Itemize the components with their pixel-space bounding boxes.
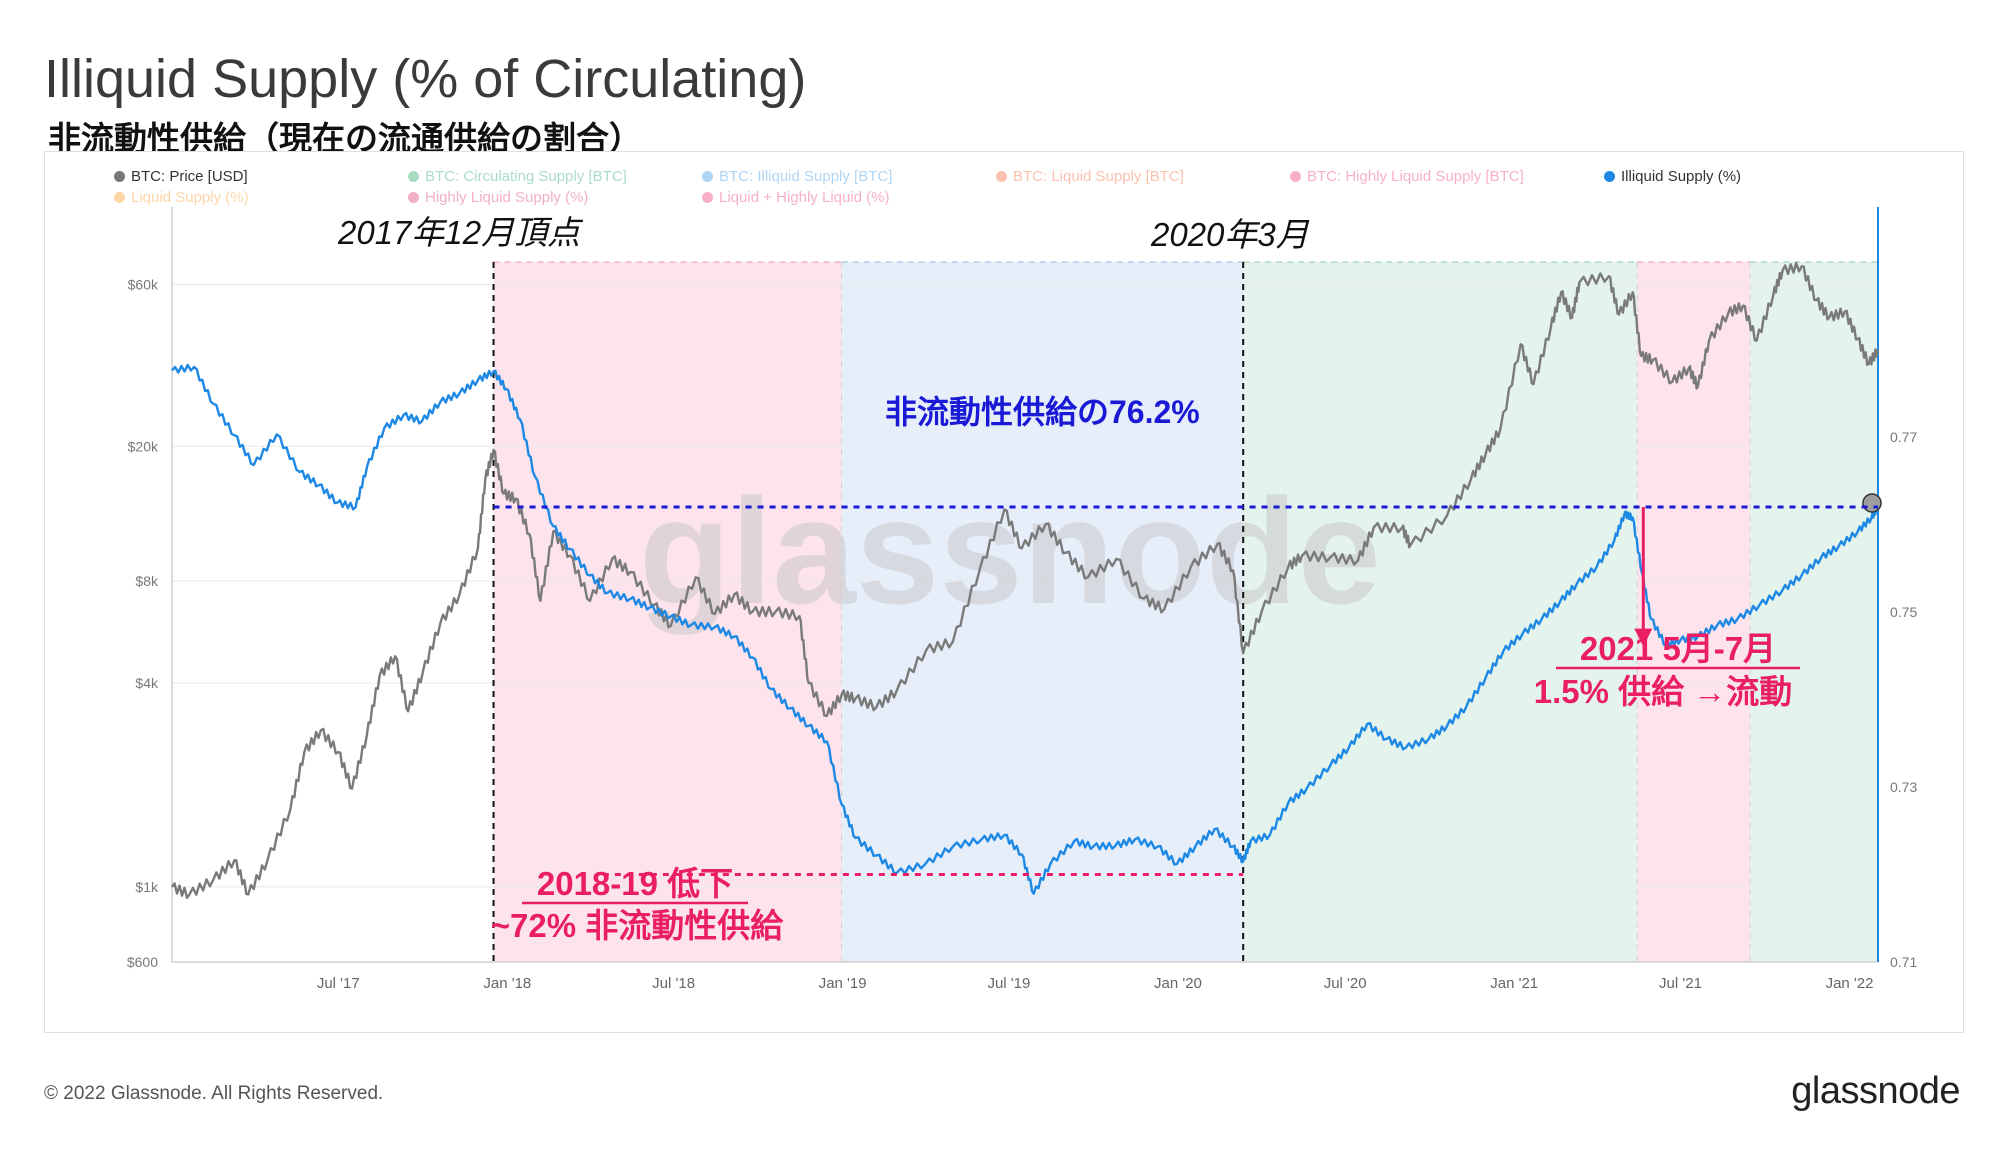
annotation-low-line2: ~72% 非流動性供給 bbox=[491, 907, 784, 944]
legend-item-highly-liquid-supply-btc[interactable]: BTC: Highly Liquid Supply [BTC] bbox=[1290, 168, 1524, 185]
x-tick-label: Jul '19 bbox=[987, 975, 1030, 992]
footer-brand-logo: glassnode bbox=[1791, 1070, 1960, 1112]
y-left-tick-label: $600 bbox=[127, 954, 158, 970]
legend-label: Illiquid Supply (%) bbox=[1621, 168, 1742, 185]
y-left-tick-label: $60k bbox=[128, 277, 159, 293]
annotations: 2017年12月頂点 2020年3月 非流動性供給の76.2% 2018-19 … bbox=[337, 214, 1800, 944]
drop-arrow-head bbox=[1634, 628, 1653, 647]
chart-title: Illiquid Supply (% of Circulating) bbox=[44, 49, 807, 109]
highlight-regions bbox=[493, 261, 1879, 962]
legend-label: Liquid Supply (%) bbox=[131, 189, 249, 206]
y-left-tick-label: $4k bbox=[135, 675, 159, 691]
x-tick-label: Jan '22 bbox=[1826, 975, 1874, 992]
x-tick-label: Jan '18 bbox=[483, 975, 531, 992]
x-tick-label: Jul '21 bbox=[1659, 975, 1702, 992]
region-green bbox=[1750, 262, 1878, 962]
legend-item-circulating-supply[interactable]: BTC: Circulating Supply [BTC] bbox=[408, 168, 627, 185]
y-left-tick-label: $20k bbox=[128, 438, 159, 454]
legend-item-price[interactable]: BTC: Price [USD] bbox=[114, 168, 248, 185]
y-right-tick-label: 0.77 bbox=[1890, 429, 1917, 445]
x-tick-label: Jul '18 bbox=[652, 975, 695, 992]
series-end-marker bbox=[1862, 493, 1882, 513]
legend-item-liquid-supply-btc[interactable]: BTC: Liquid Supply [BTC] bbox=[996, 168, 1184, 185]
y-right-tick-label: 0.73 bbox=[1890, 779, 1917, 795]
legend-dot-icon bbox=[408, 171, 419, 182]
series-line-illiquid-pct bbox=[171, 363, 1880, 895]
legend-dot-icon bbox=[114, 171, 125, 182]
annotation-drop-line2: 1.5% 供給 →流動 bbox=[1534, 673, 1793, 710]
legend-label: BTC: Price [USD] bbox=[131, 168, 248, 185]
x-tick-label: Jan '19 bbox=[819, 975, 867, 992]
annotation-march-2020: 2020年3月 bbox=[1150, 216, 1310, 253]
legend-item-illiquid-supply-pct[interactable]: Illiquid Supply (%) bbox=[1604, 168, 1741, 185]
legend-label: BTC: Highly Liquid Supply [BTC] bbox=[1307, 168, 1524, 185]
legend-item-liquid-supply-pct[interactable]: Liquid Supply (%) bbox=[114, 189, 249, 206]
legend-dot-icon bbox=[702, 171, 713, 182]
annotation-drop-line1: 2021 5月-7月 bbox=[1580, 630, 1776, 667]
x-tick-label: Jul '20 bbox=[1324, 975, 1367, 992]
legend-dot-icon bbox=[114, 192, 125, 203]
legend-label: BTC: Circulating Supply [BTC] bbox=[425, 168, 627, 185]
annotation-peak-2017: 2017年12月頂点 bbox=[337, 214, 584, 251]
legend-item-illiquid-supply-btc[interactable]: BTC: Illiquid Supply [BTC] bbox=[702, 168, 892, 185]
annotation-low-line1: 2018-19 低下 bbox=[537, 865, 733, 902]
tick-labels: $600 $1k $4k $8k $20k $60k 0.71 0.73 0.75 0.77 Jul… bbox=[127, 277, 1918, 992]
legend-label: Highly Liquid Supply (%) bbox=[425, 189, 589, 206]
y-right-tick-label: 0.71 bbox=[1890, 954, 1917, 970]
legend-item-liquid-plus-highly-liquid[interactable]: Liquid + Highly Liquid (%) bbox=[702, 189, 890, 206]
region-blue bbox=[841, 262, 1244, 962]
region-red bbox=[1637, 262, 1751, 962]
region-green bbox=[1243, 262, 1638, 962]
legend-dot-icon bbox=[1290, 171, 1301, 182]
series-line-price bbox=[171, 261, 1880, 899]
x-tick-label: Jan '20 bbox=[1154, 975, 1202, 992]
legend-label: BTC: Liquid Supply [BTC] bbox=[1013, 168, 1184, 185]
axes bbox=[171, 207, 1879, 963]
y-left-tick-label: $8k bbox=[135, 573, 159, 589]
event-lines bbox=[492, 262, 1245, 962]
legend: BTC: Price [USD] BTC: Circulating Supply… bbox=[114, 168, 1814, 212]
legend-dot-icon bbox=[1604, 171, 1615, 182]
legend-dot-icon bbox=[408, 192, 419, 203]
legend-label: BTC: Illiquid Supply [BTC] bbox=[719, 168, 893, 185]
legend-dot-icon bbox=[996, 171, 1007, 182]
reference-lines bbox=[493, 505, 1878, 876]
annotation-level-label: 非流動性供給の76.2% bbox=[885, 394, 1200, 430]
y-left-tick-label: $1k bbox=[135, 879, 159, 895]
x-tick-label: Jul '17 bbox=[317, 975, 360, 992]
legend-item-highly-liquid-supply-pct[interactable]: Highly Liquid Supply (%) bbox=[408, 189, 588, 206]
legend-label: Liquid + Highly Liquid (%) bbox=[719, 189, 890, 206]
x-tick-label: Jan '21 bbox=[1490, 975, 1538, 992]
legend-dot-icon bbox=[702, 192, 713, 203]
footer-copyright: © 2022 Glassnode. All Rights Reserved. bbox=[44, 1083, 384, 1104]
y-right-tick-label: 0.75 bbox=[1890, 604, 1917, 620]
